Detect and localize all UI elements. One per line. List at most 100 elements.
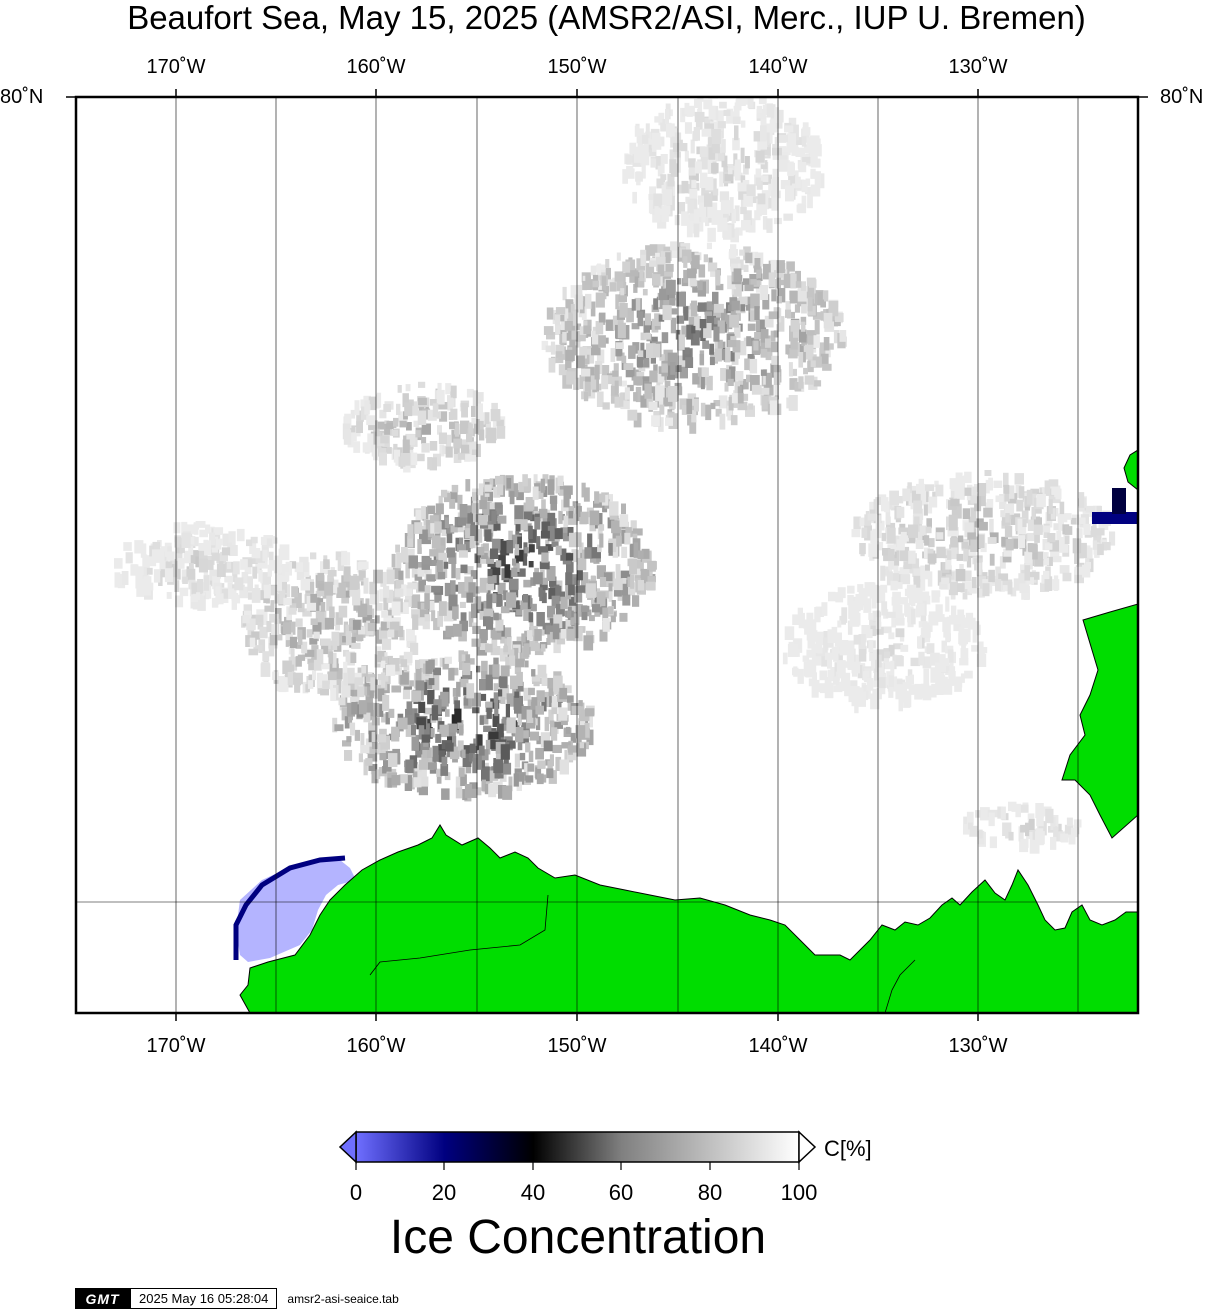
ice-cell	[514, 505, 524, 522]
ice-cell	[567, 745, 578, 753]
ice-cell	[368, 764, 378, 771]
ice-cell	[850, 601, 860, 616]
ice-cell	[1029, 818, 1035, 830]
ice-cell	[612, 546, 619, 558]
ice-cell	[479, 643, 489, 650]
ice-cell	[645, 123, 650, 139]
ice-cell	[404, 775, 412, 791]
ice-cell	[255, 614, 264, 625]
ice-cell	[475, 596, 482, 610]
ice-cell	[344, 413, 352, 429]
ice-cell	[612, 527, 621, 541]
ice-cell	[306, 629, 313, 638]
ice-cell	[713, 400, 721, 407]
ice-cell	[483, 725, 492, 732]
ice-cell	[887, 544, 897, 552]
ice-cell	[541, 697, 547, 712]
ice-cell	[691, 300, 698, 317]
ice-cell	[541, 552, 549, 563]
ice-cell	[873, 499, 879, 514]
ice-cell	[697, 280, 703, 291]
ice-cell	[766, 218, 773, 233]
ice-cell	[974, 624, 981, 635]
ice-cell	[260, 536, 267, 545]
ice-cell	[460, 564, 468, 574]
ice-cell	[400, 672, 409, 685]
ice-cell	[146, 567, 153, 575]
ice-cell	[785, 185, 795, 202]
ice-cell	[233, 594, 241, 604]
ice-cell	[411, 725, 416, 736]
ice-cell	[728, 304, 734, 312]
ice-cell	[616, 279, 624, 291]
ice-cell	[762, 294, 770, 310]
ice-cell	[445, 625, 455, 638]
ice-cell	[1020, 838, 1029, 848]
ice-cell	[367, 623, 377, 632]
ice-cell	[540, 478, 545, 493]
ice-cell	[421, 734, 431, 743]
ice-cell	[668, 386, 678, 402]
ice-cell	[388, 708, 395, 718]
ice-cell	[888, 632, 895, 640]
ice-cell	[552, 623, 560, 640]
ice-cell	[813, 380, 822, 387]
ice-cell	[524, 660, 529, 668]
ice-cell	[465, 528, 470, 539]
ice-cell	[457, 516, 466, 526]
ice-cell	[761, 395, 772, 410]
ice-cell	[904, 588, 914, 597]
ice-cell	[717, 121, 726, 129]
ice-cell	[970, 495, 977, 504]
ice-cell	[398, 717, 408, 730]
ice-cell	[406, 548, 415, 562]
ice-cell	[471, 638, 481, 647]
ice-cell	[882, 548, 891, 556]
ice-cell	[619, 393, 624, 407]
ice-cell	[778, 135, 788, 143]
ice-cell	[861, 527, 868, 538]
ice-cell	[470, 449, 477, 462]
ice-cell	[644, 263, 655, 279]
ice-cell	[951, 605, 957, 618]
ice-cell	[633, 284, 638, 293]
ice-cell	[502, 716, 511, 725]
ice-cell	[798, 376, 804, 389]
ice-cell	[529, 731, 540, 741]
ice-cell	[398, 602, 409, 614]
ice-cell	[817, 644, 823, 654]
ice-cell	[918, 651, 925, 666]
colorbar-unit: C[%]	[824, 1136, 872, 1161]
ice-cell	[657, 244, 666, 258]
ice-cell	[642, 152, 650, 166]
ice-cell	[947, 649, 954, 663]
ice-cell	[455, 568, 461, 580]
ice-cell	[289, 621, 296, 635]
ice-cell	[576, 355, 585, 369]
ice-cell	[434, 521, 442, 533]
ice-cell	[181, 521, 188, 538]
ice-cell	[649, 186, 656, 195]
ice-cell	[306, 596, 317, 611]
frame-ticks	[66, 89, 1148, 1021]
ice-cell	[969, 825, 978, 837]
ice-cell	[415, 509, 423, 521]
ice-cell	[198, 558, 208, 573]
ice-cell	[744, 358, 750, 371]
ice-cell	[580, 511, 589, 525]
ice-cell	[466, 388, 474, 398]
ice-cell	[388, 753, 398, 767]
ice-cell	[760, 369, 767, 376]
ice-cell	[1022, 519, 1027, 528]
ice-cell	[447, 547, 456, 558]
ice-cell	[564, 321, 572, 331]
ice-cell	[635, 387, 642, 403]
ice-cell	[988, 569, 995, 583]
ice-cell	[443, 492, 451, 503]
ice-cell	[479, 714, 489, 725]
ice-cell	[639, 269, 644, 282]
ice-cell	[431, 667, 441, 676]
ice-cell	[599, 533, 604, 548]
ice-cell	[205, 584, 212, 599]
ice-cell	[943, 678, 953, 695]
